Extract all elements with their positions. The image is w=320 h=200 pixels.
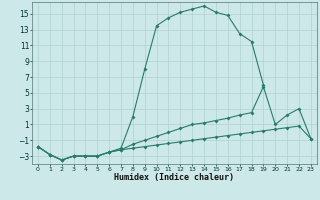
X-axis label: Humidex (Indice chaleur): Humidex (Indice chaleur) bbox=[115, 173, 234, 182]
